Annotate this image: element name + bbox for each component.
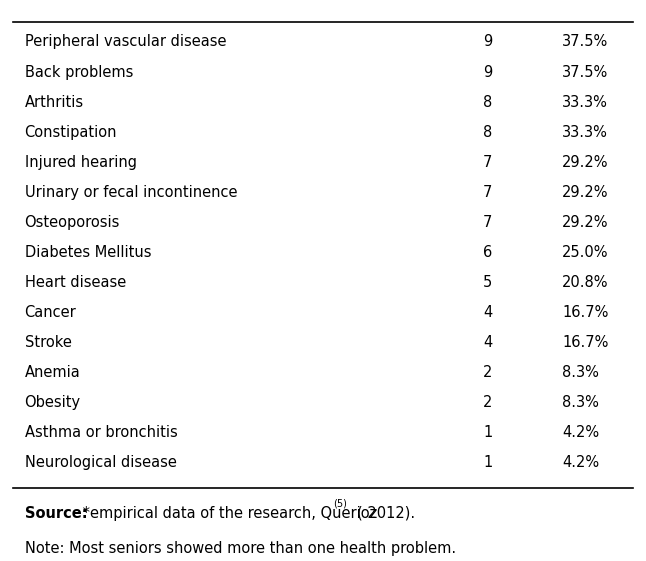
Text: ( 2012).: ( 2012). [357,506,415,521]
Text: 4: 4 [483,335,492,350]
Text: Osteoporosis: Osteoporosis [25,215,120,229]
Text: Peripheral vascular disease: Peripheral vascular disease [25,34,226,49]
Text: Back problems: Back problems [25,65,133,80]
Text: Asthma or bronchitis: Asthma or bronchitis [25,425,177,440]
Text: 1: 1 [483,425,492,440]
Text: *empirical data of the research, Querioz: *empirical data of the research, Querioz [78,506,381,521]
Text: 7: 7 [483,215,492,229]
Text: Urinary or fecal incontinence: Urinary or fecal incontinence [25,185,237,200]
Text: Cancer: Cancer [25,305,76,320]
Text: 29.2%: 29.2% [562,185,609,200]
Text: 16.7%: 16.7% [562,335,609,350]
Text: 29.2%: 29.2% [562,155,609,169]
Text: 5: 5 [483,275,492,290]
Text: 33.3%: 33.3% [562,95,608,109]
Text: 2: 2 [483,365,492,380]
Text: Stroke: Stroke [25,335,72,350]
Text: 7: 7 [483,155,492,169]
Text: Obesity: Obesity [25,395,81,410]
Text: 33.3%: 33.3% [562,125,608,140]
Text: 8.3%: 8.3% [562,395,599,410]
Text: (5): (5) [333,498,346,508]
Text: Heart disease: Heart disease [25,275,126,290]
Text: 37.5%: 37.5% [562,34,609,49]
Text: 16.7%: 16.7% [562,305,609,320]
Text: 9: 9 [483,65,492,80]
Text: Constipation: Constipation [25,125,117,140]
Text: Neurological disease: Neurological disease [25,455,176,470]
Text: 1: 1 [483,455,492,470]
Text: 9: 9 [483,34,492,49]
Text: 25.0%: 25.0% [562,245,609,260]
Text: 8: 8 [483,95,492,109]
Text: 7: 7 [483,185,492,200]
Text: Source:: Source: [25,506,87,521]
Text: 2: 2 [483,395,492,410]
Text: 37.5%: 37.5% [562,65,609,80]
Text: Note: Most seniors showed more than one health problem.: Note: Most seniors showed more than one … [25,541,455,555]
Text: 20.8%: 20.8% [562,275,609,290]
Text: 6: 6 [483,245,492,260]
Text: 29.2%: 29.2% [562,215,609,229]
Text: 4.2%: 4.2% [562,425,599,440]
Text: Injured hearing: Injured hearing [25,155,136,169]
Text: Anemia: Anemia [25,365,80,380]
Text: 4.2%: 4.2% [562,455,599,470]
Text: Diabetes Mellitus: Diabetes Mellitus [25,245,151,260]
Text: 4: 4 [483,305,492,320]
Text: Arthritis: Arthritis [25,95,84,109]
Text: 8: 8 [483,125,492,140]
Text: 8.3%: 8.3% [562,365,599,380]
